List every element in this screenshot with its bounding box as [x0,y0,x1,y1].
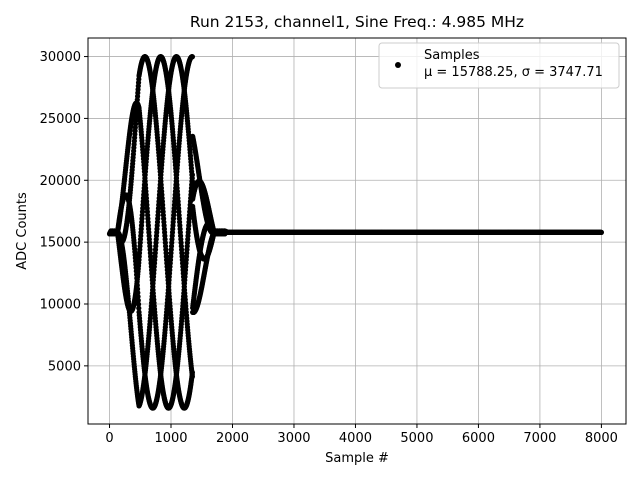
x-tick-label: 2000 [216,431,249,446]
data-point [135,301,142,307]
x-tick-label: 3000 [277,431,310,446]
y-tick-label: 5000 [48,359,81,374]
data-point [598,229,605,235]
x-axis-title: Sample # [325,451,389,466]
x-tick-label: 4000 [339,431,372,446]
y-tick-label: 10000 [40,297,81,312]
data-point [189,369,195,376]
plot-area-frame [87,37,627,425]
data-point [135,290,141,296]
data-point [136,305,142,311]
data-point [135,293,141,300]
x-tick-label: 6000 [462,431,495,446]
x-axis-ticks: 0 1000 2000 3000 4000 5000 6000 7000 8000 [105,424,618,446]
chart-title: Run 2153, channel1, Sine Freq.: 4.985 MH… [190,13,524,31]
x-tick-label: 0 [105,431,113,446]
x-tick-label: 1000 [154,431,187,446]
legend-marker [395,62,401,68]
x-tick-label: 5000 [400,431,433,446]
data-point [134,282,140,288]
y-tick-label: 25000 [40,112,81,127]
legend-series-stats: μ = 15788.25, σ = 3747.71 [424,65,603,80]
grid-lines [88,38,626,424]
data-points [106,54,605,411]
y-tick-label: 30000 [40,50,81,65]
data-point [189,172,195,178]
x-tick-label: 7000 [523,431,556,446]
data-point [134,286,141,292]
data-point [135,297,141,303]
y-axis-ticks: 5000 10000 15000 20000 25000 30000 [40,50,88,374]
y-axis-title: ADC Counts [15,192,30,270]
y-tick-label: 15000 [40,236,81,251]
legend-series-name: Samples [424,48,480,63]
data-point [189,178,195,184]
x-tick-label: 8000 [585,431,618,446]
legend-box [378,42,620,89]
data-point [189,373,195,380]
legend: Samples μ = 15788.25, σ = 3747.71 [378,42,620,89]
y-tick-label: 20000 [40,174,81,189]
data-point [189,54,195,60]
